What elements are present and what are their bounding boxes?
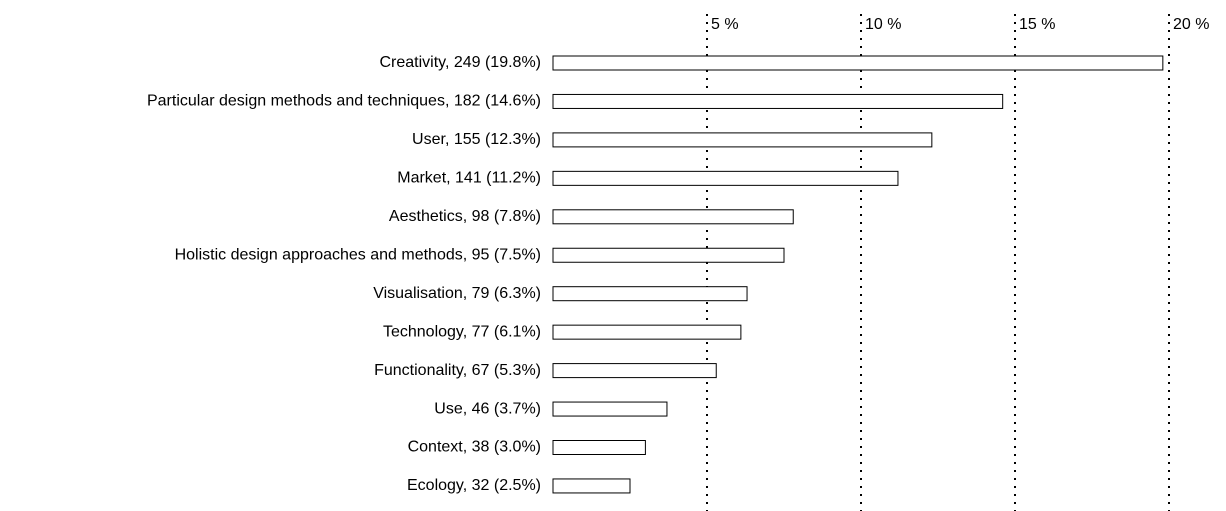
y-tick-label: Ecology, 32 (2.5%) xyxy=(407,477,541,494)
y-tick-label: Particular design methods and techniques… xyxy=(147,93,541,110)
y-tick-label: Aesthetics, 98 (7.8%) xyxy=(389,208,541,225)
y-tick-label: Use, 46 (3.7%) xyxy=(434,400,541,417)
bar xyxy=(552,55,1164,71)
bar xyxy=(552,170,899,186)
bar xyxy=(552,478,631,494)
bar xyxy=(552,401,668,417)
bar xyxy=(552,209,794,225)
x-tick-label: 15 % xyxy=(1019,16,1055,33)
y-tick-label: Functionality, 67 (5.3%) xyxy=(374,362,541,379)
x-tick-label: 20 % xyxy=(1173,16,1209,33)
bar xyxy=(552,363,717,379)
y-tick-label: Visualisation, 79 (6.3%) xyxy=(373,285,541,302)
bar xyxy=(552,286,748,302)
y-tick-label: Context, 38 (3.0%) xyxy=(408,439,541,456)
bar xyxy=(552,132,933,148)
x-tick-label: 5 % xyxy=(711,16,739,33)
y-tick-label: User, 155 (12.3%) xyxy=(412,131,541,148)
y-tick-label: Market, 141 (11.2%) xyxy=(397,170,541,187)
bar xyxy=(552,440,646,455)
y-tick-label: Holistic design approaches and methods, … xyxy=(175,246,541,263)
x-tick-label: 10 % xyxy=(865,16,901,33)
bar xyxy=(552,324,742,340)
bar xyxy=(552,247,785,263)
bar xyxy=(552,93,1004,109)
y-tick-label: Creativity, 249 (19.8%) xyxy=(379,54,541,71)
y-tick-label: Technology, 77 (6.1%) xyxy=(383,323,541,340)
